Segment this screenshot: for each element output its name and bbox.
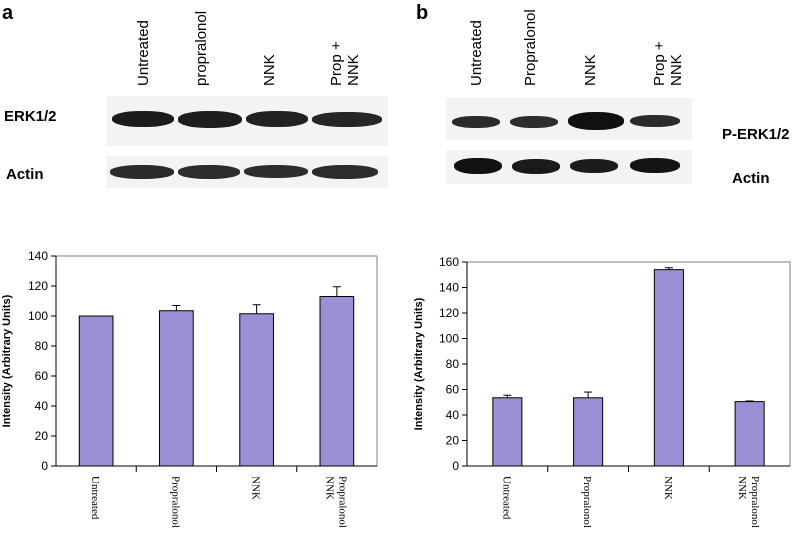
blot-band	[112, 111, 174, 127]
chart-a-ylabel: Intensity (Arbitrary Units)	[1, 294, 13, 427]
chart-b-ytick-label: 40	[446, 408, 460, 422]
blot-band	[568, 112, 624, 130]
blot-band	[110, 165, 174, 179]
chart-a-ytick-label: 120	[28, 279, 48, 293]
blot-band	[630, 158, 680, 173]
panel-a-lane-3-label: NNK	[261, 54, 278, 86]
panel-b-actin-label: Actin	[732, 170, 770, 187]
chart-a-xtick-label-line: Propralonol	[169, 476, 181, 528]
panel-b-lane-1-label: Untreated	[468, 20, 485, 86]
panel-a-lane-2-label: propralonol	[193, 10, 210, 86]
panel-a-actin-blot	[106, 156, 388, 188]
chart-b-bar-2	[573, 397, 604, 467]
chart-a-xtick-label-line: NNK	[250, 476, 262, 500]
bar-chart-b: 0 20 40 60 80 100 120 140 160 Intensity (Arbitrar…	[413, 255, 791, 528]
chart-b-xtick-label-3: NNK	[662, 476, 674, 500]
chart-b-ytick-label: 100	[439, 332, 459, 346]
chart-a-xtick-label-line: Untreated	[89, 476, 101, 520]
panel-b-perk-label: P-ERK1/2	[722, 126, 790, 143]
chart-a-ytick-label: 20	[35, 429, 49, 443]
chart-b-bar-4	[734, 401, 765, 467]
chart-b-ytick-label: 140	[439, 281, 459, 295]
panel-b-perk-blot	[446, 98, 692, 140]
chart-a-ytick-label: 100	[28, 309, 48, 323]
chart-a-bar-1	[78, 315, 114, 467]
chart-b-xtick-label-2: Propralonol	[581, 476, 593, 528]
chart-b-xtick-label-1: Untreated	[500, 476, 512, 520]
chart-a-xtick-label-1: Untreated	[89, 476, 101, 520]
chart-a-ytick-label: 60	[35, 369, 49, 383]
blot-band	[246, 111, 308, 127]
chart-b-ytick-label: 120	[439, 306, 459, 320]
blot-band	[178, 111, 242, 128]
blot-band	[454, 158, 502, 174]
panel-a-erk-blot	[106, 96, 388, 146]
blot-band	[512, 159, 560, 174]
chart-a-ytick-label: 0	[41, 459, 48, 473]
chart-b-ytick-label: 60	[446, 383, 460, 397]
panel-a-erk-label: ERK1/2	[4, 108, 57, 125]
panel-b-actin-blot	[446, 150, 692, 184]
chart-b-xtick-label-line: Propralonol	[581, 476, 593, 528]
panel-a-actin-label: Actin	[6, 166, 44, 183]
panel-a-letter: a	[2, 2, 14, 24]
panel-b-lane-4-label: Prop + NNK	[651, 41, 685, 86]
blot-band	[312, 165, 378, 179]
panel-b-lane-3-label: NNK	[582, 54, 599, 86]
chart-a-xtick-label-line: NNK	[323, 476, 335, 500]
chart-a-xtick-label-line: Propralonol	[336, 476, 348, 528]
blot-band	[630, 115, 680, 127]
blot-band	[244, 165, 308, 178]
blot-band	[312, 112, 382, 127]
chart-a-bar-3	[239, 313, 274, 467]
chart-b-ytick-label: 80	[446, 357, 460, 371]
chart-a-xtick-label-3: NNK	[250, 476, 262, 500]
chart-b-xtick-label-line: Untreated	[500, 476, 512, 520]
blot-band	[178, 165, 240, 179]
chart-a-ytick-label: 40	[35, 399, 49, 413]
chart-a-bar-2	[159, 310, 194, 467]
panel-a-lane-1-label: Untreated	[135, 20, 152, 86]
chart-b-xtick-label-line: NNK	[662, 476, 674, 500]
bar-chart-a: 0 20 40 60 80 100 120 140 Intensity (Arbitrary U…	[1, 249, 378, 528]
panel-b-letter: b	[416, 2, 429, 24]
chart-b-ytick-label: 0	[452, 459, 459, 473]
chart-b-ytick-label: 160	[439, 255, 459, 269]
blot-band	[510, 116, 558, 128]
chart-a-xtick-label-2: Propralonol	[169, 476, 181, 528]
chart-a-ytick-label: 140	[28, 249, 48, 263]
chart-b-bar-3	[653, 269, 684, 467]
chart-a-ytick-label: 80	[35, 339, 49, 353]
chart-b-bar-1	[492, 397, 523, 467]
blot-band	[570, 159, 618, 173]
chart-b-xtick-label-line: NNK	[736, 476, 748, 500]
panel-a-lane-4-label: Prop + NNK	[328, 41, 362, 86]
chart-a-bar-4	[319, 296, 355, 467]
panel-b-lane-2-label: Propralonol	[522, 9, 539, 86]
chart-b-ytick-label: 20	[446, 434, 460, 448]
blot-band	[452, 116, 500, 128]
chart-b-ylabel: Intensity (Arbitrary Units)	[413, 297, 425, 430]
chart-b-xtick-label-line: Propralonol	[749, 476, 761, 528]
